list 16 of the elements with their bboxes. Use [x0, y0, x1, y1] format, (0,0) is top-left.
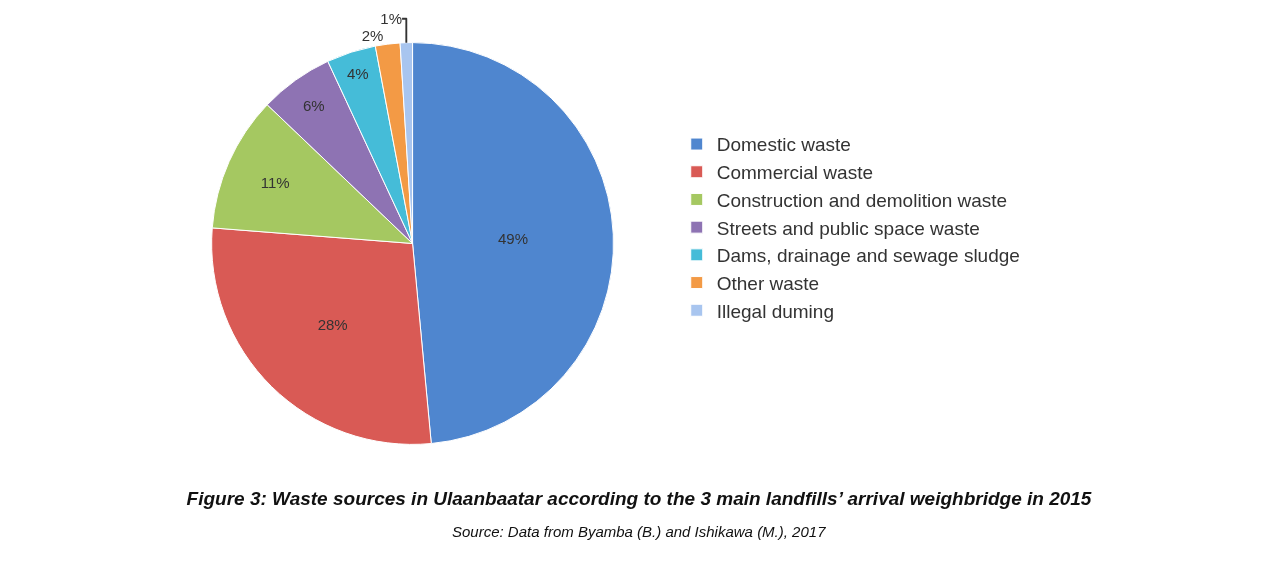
- source-note: Source: Data from Byamba (B.) and Ishikawa (M.), 2017: [452, 523, 827, 540]
- data-label: 11%: [260, 173, 290, 191]
- legend-label: Construction and demolition waste: [716, 189, 1008, 211]
- legend-label: Domestic waste: [716, 134, 851, 156]
- data-label: 49%: [497, 230, 528, 248]
- text: Figure 3: Waste sources in Ulaanbaatar according to the 3 main landfills’ arrival weighbridge in 2015: [186, 487, 1092, 509]
- legend-label: Streets and public space waste: [716, 217, 980, 239]
- data-label: 6%: [302, 97, 325, 115]
- data-label: 2%: [361, 27, 384, 45]
- legend-label: Other waste: [716, 272, 820, 294]
- data-label: 1%: [380, 10, 403, 28]
- legend-label: Dams, drainage and sewage sludge: [716, 245, 1020, 267]
- legend-label: Commercial waste: [716, 162, 874, 184]
- data-label: 4%: [347, 64, 369, 82]
- legend-label: Illegal duming: [716, 300, 834, 322]
- data-label: 28%: [317, 316, 348, 334]
